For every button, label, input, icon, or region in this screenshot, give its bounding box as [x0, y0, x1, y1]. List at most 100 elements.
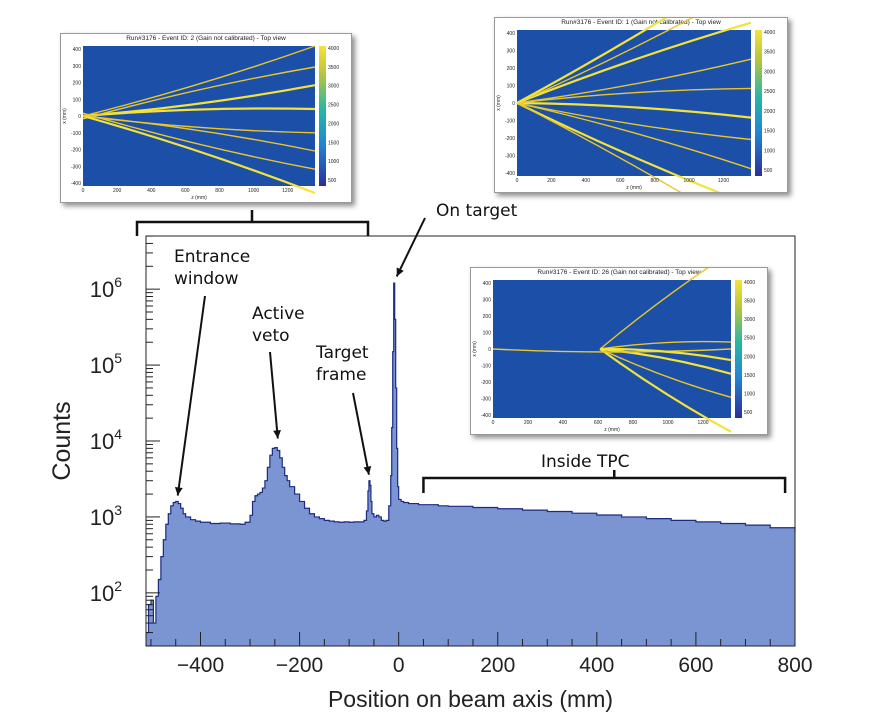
inset-y-tick-label: 200 [73, 81, 82, 87]
inset-x-tick-label: 600 [616, 178, 625, 184]
particle-track [516, 101, 752, 119]
inset-event-1: Run#3176 - Event ID: 1 (Gain not calibra… [494, 17, 788, 193]
inset-y-tick-label: 300 [483, 298, 492, 304]
inset-y-tick-label: -200 [71, 148, 81, 154]
inset-x-tick-label: 800 [215, 188, 224, 194]
histogram-fill [146, 283, 795, 646]
particle-track [516, 102, 752, 141]
inset-x-axis-label: z (mm) [626, 185, 642, 191]
arrow-active-veto [269, 351, 279, 439]
colorbar [755, 30, 762, 176]
inset-y-tick-label: -200 [481, 380, 491, 386]
colorbar-tick-label: 1500 [744, 373, 755, 379]
inset-x-tick-label: 400 [582, 178, 591, 184]
inset-x-tick-label: 200 [524, 420, 533, 426]
inset-y-axis-label: x (mm) [472, 341, 478, 357]
annotation-entrance-window: Entrance window [174, 247, 251, 289]
colorbar-tick-label: 2500 [764, 89, 775, 95]
inset-y-tick-label: 400 [483, 281, 492, 287]
histogram-outline [146, 282, 796, 634]
inset-title: Run#3176 - Event ID: 26 (Gain not calibr… [537, 269, 701, 276]
particle-track [599, 347, 732, 375]
colorbar-tick-label: 1500 [328, 140, 339, 146]
heatmap-background [83, 46, 315, 186]
inset-y-tick-label: 0 [78, 114, 81, 120]
inset-x-tick-label: 1200 [697, 420, 708, 426]
colorbar [735, 280, 742, 418]
arrow-target-frame [352, 392, 370, 475]
inset-y-tick-label: -100 [505, 119, 515, 125]
y-axis-label: Counts [48, 401, 76, 480]
arrow-entrance-window-head [174, 486, 183, 496]
inset-y-tick-label: -100 [481, 364, 491, 370]
particle-track [492, 348, 732, 353]
bracket-inset-event-2 [135, 210, 370, 236]
inset-x-tick-label: 1000 [683, 178, 694, 184]
inset-y-axis-label: x (mm) [496, 95, 502, 111]
inset-y-tick-label: 100 [507, 84, 516, 90]
inset-y-tick-label: 100 [73, 97, 82, 103]
inset-x-axis-label: z (mm) [604, 427, 620, 433]
x-tick-label: 800 [777, 654, 812, 677]
inset-y-tick-label: 300 [73, 64, 82, 70]
colorbar-tick-label: 2500 [328, 103, 339, 109]
annotation-target-frame: Target frame [316, 343, 369, 385]
colorbar-tick-label: 1000 [764, 148, 775, 154]
particle-track [516, 102, 721, 192]
colorbar-tick-label: 2500 [744, 336, 755, 342]
particle-track [82, 115, 316, 152]
inset-y-tick-label: -400 [71, 181, 81, 187]
inset-x-tick-label: 800 [629, 420, 638, 426]
particle-track [82, 114, 316, 195]
inset-x-tick-label: 0 [82, 188, 85, 194]
y-tick-label: 102 [90, 578, 122, 606]
colorbar-tick-label: 2000 [744, 354, 755, 360]
inset-event-26: Run#3176 - Event ID: 26 (Gain not calibr… [470, 267, 768, 435]
inset-x-tick-label: 1000 [248, 188, 259, 194]
inset-x-tick-label: 600 [594, 420, 603, 426]
colorbar-tick-label: 500 [744, 410, 753, 416]
particle-track [599, 348, 732, 433]
particle-track [516, 18, 668, 104]
inset-y-axis-label: x (mm) [62, 108, 68, 124]
heatmap-tracks [82, 45, 316, 195]
colorbar-tick-label: 4000 [328, 46, 339, 52]
y-tick-label: 105 [90, 350, 122, 378]
inset-x-tick-label: 200 [547, 178, 556, 184]
inset-x-tick-label: 600 [181, 188, 190, 194]
inset-y-tick-label: 200 [483, 314, 492, 320]
x-tick-label: −200 [276, 654, 323, 677]
inset-x-tick-label: 800 [650, 178, 659, 184]
inset-x-tick-label: 400 [559, 420, 568, 426]
inset-y-tick-label: -200 [505, 136, 515, 142]
particle-track [516, 21, 752, 105]
colorbar-tick-label: 3500 [744, 299, 755, 305]
inset-y-tick-label: 100 [483, 331, 492, 337]
x-tick-label: 600 [678, 654, 713, 677]
inset-event-2: Run#3176 - Event ID: 2 (Gain not calibra… [60, 33, 352, 203]
inset-y-tick-label: 400 [73, 47, 82, 53]
colorbar-tick-label: 1500 [764, 129, 775, 135]
particle-track [600, 340, 732, 350]
inset-x-tick-label: 0 [492, 420, 495, 426]
particle-track [82, 84, 316, 118]
x-tick-label: 400 [579, 654, 614, 677]
colorbar-tick-label: 3000 [744, 317, 755, 323]
inset-y-tick-label: -400 [481, 413, 491, 419]
particle-track [516, 102, 682, 192]
heatmap-tracks [492, 268, 732, 433]
colorbar-tick-label: 4000 [744, 280, 755, 286]
annotation-inside-tpc: Inside TPC [541, 452, 630, 472]
particle-track [599, 268, 709, 350]
particle-track [516, 18, 694, 104]
x-axis-label: Position on beam axis (mm) [328, 686, 613, 712]
inset-y-tick-label: 0 [512, 101, 515, 107]
arrow-on-target-head [396, 267, 404, 277]
arrow-active-veto-head [273, 430, 281, 439]
arrow-target-frame-head [363, 465, 372, 475]
colorbar [319, 46, 326, 186]
inset-x-tick-label: 1200 [718, 178, 729, 184]
inset-y-tick-label: -300 [71, 164, 81, 170]
arrow-on-target [395, 217, 426, 277]
